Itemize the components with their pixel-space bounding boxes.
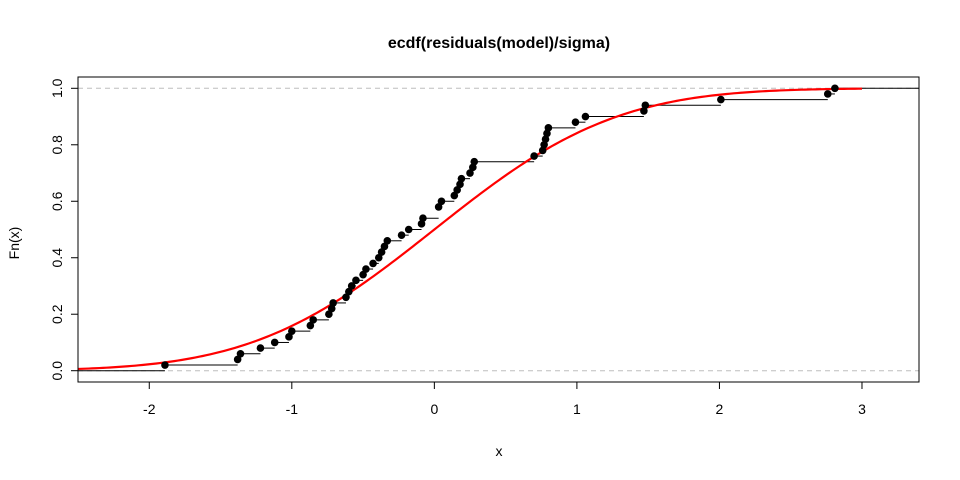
ecdf-point [404,225,413,234]
ecdf-point [233,355,242,364]
x-axis: -2 -1 0 1 2 3 [143,381,866,417]
ecdf-point [470,157,479,166]
ecdf-point [309,316,317,324]
ecdf-steps [78,87,919,372]
ecdf-point [641,101,650,110]
x-axis-label: x [496,443,503,459]
normal-cdf-curve-group [77,87,862,371]
ecdf-point [437,197,446,206]
y-tick-label: 0.8 [49,135,65,155]
ecdf-point [345,287,353,296]
ecdf-point [288,327,296,335]
x-tick-label: -1 [286,401,299,417]
chart-title: ecdf(residuals(model)/sigma) [388,35,610,52]
y-tick-label: 1.0 [49,78,65,98]
y-tick-label: 0.0 [49,361,65,381]
ecdf-point [285,333,293,341]
plot-frame [77,76,920,383]
ecdf-point [256,344,265,352]
x-tick-label: 1 [573,401,581,417]
normal-cdf-curve [77,87,862,371]
ecdf-point [325,310,333,319]
y-tick-label: 0.2 [49,304,65,324]
ecdf-point [374,253,383,262]
x-tick-label: 2 [716,401,724,417]
ecdf-point [823,90,832,98]
y-tick-label: 0.6 [49,191,65,211]
ecdf-point [329,299,337,307]
ecdf-point [362,265,370,273]
ecdf-point [347,282,356,290]
reference-lines [78,87,919,372]
ecdf-point [377,248,386,256]
ecdf-point [161,361,169,369]
y-axis-label: Fn(x) [6,227,22,260]
x-tick-label: 0 [430,401,438,417]
ecdf-point [717,95,725,104]
ecdf-point [571,118,580,126]
ecdf-point [581,112,590,121]
ecdf-point [306,321,315,330]
ecdf-point [419,214,427,223]
ecdf-point [544,124,553,132]
y-tick-label: 0.4 [49,248,65,268]
ecdf-point [352,276,360,285]
ecdf-point [397,231,406,239]
ecdf-point [236,349,245,358]
ecdf-point [450,191,459,200]
ecdf-point [359,270,367,279]
x-tick-label: -2 [143,401,156,417]
ecdf-points [161,84,839,369]
ecdf-point [466,169,474,177]
y-axis: 0.0 0.2 0.4 0.6 0.8 1.0 [49,78,79,381]
ecdf-point [434,203,443,211]
ecdf-point [369,259,377,268]
ecdf-point [383,236,392,245]
ecdf-point [457,174,466,183]
ecdf-point [831,84,839,93]
ecdf-point [530,152,538,160]
ecdf-point [342,293,350,302]
ecdf-point [270,338,279,347]
ecdf-point [453,186,461,194]
ecdf-point [380,242,389,251]
x-tick-label: 3 [858,401,866,417]
